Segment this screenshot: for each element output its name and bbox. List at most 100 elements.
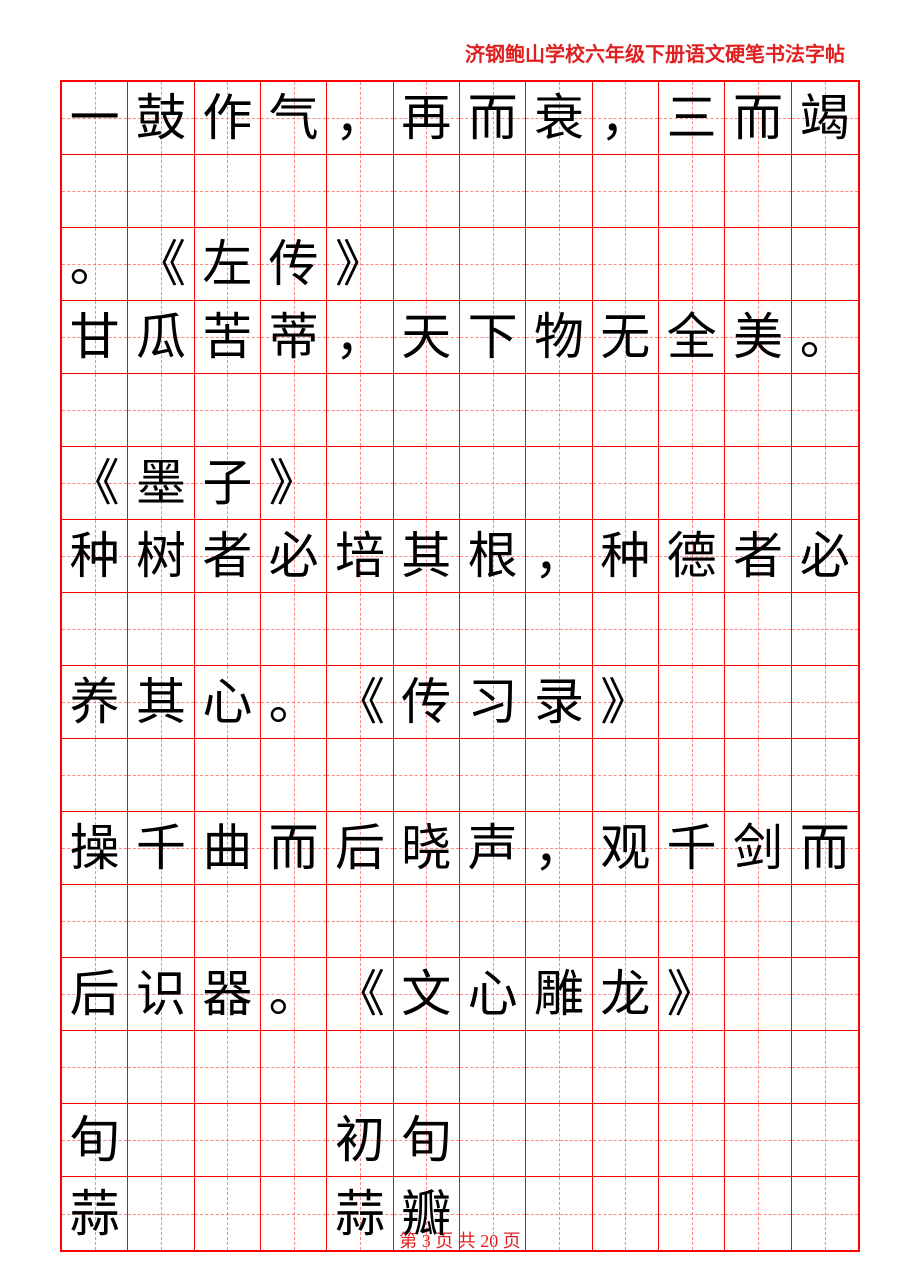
grid-char: 龙 — [600, 969, 650, 1019]
grid-cell: 》 — [659, 958, 725, 1031]
grid-row: 旬初旬 — [62, 1104, 858, 1177]
grid-char: 者 — [202, 531, 252, 581]
grid-cell — [460, 885, 526, 958]
grid-cell — [261, 155, 327, 228]
grid-char: 一 — [70, 93, 120, 143]
grid-char: ， — [534, 823, 584, 873]
grid-cell — [261, 739, 327, 812]
grid-char: 《 — [335, 677, 385, 727]
grid-cell: 操 — [62, 812, 128, 885]
grid-char: 剑 — [733, 823, 783, 873]
grid-char: 德 — [667, 531, 717, 581]
grid-char: 操 — [70, 823, 120, 873]
grid-cell: 苦 — [195, 301, 261, 374]
grid-char: 无 — [600, 312, 650, 362]
grid-char: 录 — [534, 677, 584, 727]
grid-cell — [394, 447, 460, 520]
grid-cell: 心 — [460, 958, 526, 1031]
grid-cell — [394, 228, 460, 301]
grid-char: 。 — [269, 969, 319, 1019]
grid-char: 《 — [70, 458, 120, 508]
grid-cell — [659, 447, 725, 520]
grid-char: 者 — [733, 531, 783, 581]
grid-cell: 树 — [128, 520, 194, 593]
grid-char: 。 — [70, 239, 120, 289]
grid-cell — [593, 155, 659, 228]
grid-char: ， — [335, 312, 385, 362]
grid-cell: 《 — [327, 958, 393, 1031]
grid-char: 曲 — [202, 823, 252, 873]
grid-char: ， — [335, 93, 385, 143]
grid-cell — [195, 885, 261, 958]
grid-char: 物 — [534, 312, 584, 362]
grid-cell — [659, 155, 725, 228]
grid-char: 旬 — [70, 1115, 120, 1165]
grid-cell: 墨 — [128, 447, 194, 520]
grid-cell — [327, 1031, 393, 1104]
grid-cell: 天 — [394, 301, 460, 374]
grid-cell — [659, 1031, 725, 1104]
grid-cell — [792, 1104, 858, 1177]
grid-cell — [460, 1031, 526, 1104]
grid-cell: 识 — [128, 958, 194, 1031]
grid-cell — [725, 228, 791, 301]
grid-cell: ， — [526, 812, 592, 885]
grid-cell: 》 — [327, 228, 393, 301]
grid-char: 《 — [335, 969, 385, 1019]
grid-cell: 鼓 — [128, 82, 194, 155]
grid-cell — [725, 958, 791, 1031]
grid-cell: 而 — [725, 82, 791, 155]
grid-cell: 瓜 — [128, 301, 194, 374]
grid-char: 传 — [401, 677, 451, 727]
grid-cell — [792, 374, 858, 447]
grid-char: 声 — [468, 823, 518, 873]
grid-row — [62, 593, 858, 666]
grid-cell: 《 — [128, 228, 194, 301]
grid-cell — [659, 666, 725, 739]
grid-cell — [62, 885, 128, 958]
grid-char: 瓣 — [401, 1189, 451, 1239]
grid-cell — [792, 447, 858, 520]
grid-cell — [593, 374, 659, 447]
grid-cell — [725, 447, 791, 520]
grid-cell: 》 — [593, 666, 659, 739]
grid-cell — [526, 228, 592, 301]
grid-cell — [62, 155, 128, 228]
grid-cell — [62, 374, 128, 447]
grid-char: 左 — [202, 239, 252, 289]
grid-cell: 晓 — [394, 812, 460, 885]
grid-cell: 观 — [593, 812, 659, 885]
grid-cell — [195, 1031, 261, 1104]
grid-cell — [526, 739, 592, 812]
grid-cell: 。 — [792, 301, 858, 374]
grid-cell: 全 — [659, 301, 725, 374]
grid-cell — [792, 155, 858, 228]
grid-char: 根 — [468, 531, 518, 581]
grid-cell — [195, 374, 261, 447]
grid-cell — [327, 447, 393, 520]
grid-cell — [526, 374, 592, 447]
grid-cell: 物 — [526, 301, 592, 374]
grid-cell: 。 — [62, 228, 128, 301]
grid-char: 树 — [136, 531, 186, 581]
grid-row — [62, 374, 858, 447]
grid-char: 而 — [468, 93, 518, 143]
grid-cell: 养 — [62, 666, 128, 739]
grid-char: 器 — [202, 969, 252, 1019]
grid-cell: 旬 — [62, 1104, 128, 1177]
grid-cell — [725, 1031, 791, 1104]
grid-char: 后 — [335, 823, 385, 873]
grid-cell: 《 — [327, 666, 393, 739]
grid-char: 种 — [600, 531, 650, 581]
grid-row: 一鼓作气，再而衰，三而竭 — [62, 82, 858, 155]
grid-char: 其 — [401, 531, 451, 581]
grid-row: 操千曲而后晓声，观千剑而 — [62, 812, 858, 885]
grid-char: 传 — [269, 239, 319, 289]
grid-char: 晓 — [401, 823, 451, 873]
grid-cell — [327, 885, 393, 958]
page-header: 济钢鲍山学校六年级下册语文硬笔书法字帖 — [465, 38, 845, 67]
grid-cell: 美 — [725, 301, 791, 374]
grid-char: 而 — [800, 823, 850, 873]
grid-cell — [261, 885, 327, 958]
grid-cell: ， — [327, 82, 393, 155]
